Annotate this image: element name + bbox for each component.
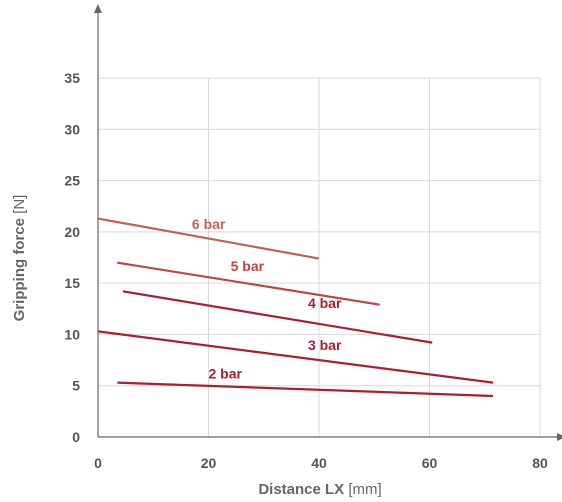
y-axis-unit: [N] [11, 195, 28, 214]
series-line-5-bar [117, 261, 380, 306]
series-label: 6 bar [192, 216, 226, 232]
series-line-6-bar [97, 217, 320, 260]
y-tick-label: 5 [72, 378, 80, 394]
x-tick-label: 0 [94, 455, 102, 471]
y-axis-title: Gripping force [N] [11, 195, 28, 322]
tick-labels: 0 5 10 15 20 25 30 35 0 20 40 60 80 [64, 70, 548, 471]
y-tick-label: 15 [64, 275, 80, 291]
y-tick-label: 20 [64, 224, 80, 240]
series-line-3-bar [97, 330, 494, 384]
x-tick-label: 80 [532, 455, 548, 471]
series-lines [97, 217, 494, 398]
x-tick-label: 40 [311, 455, 327, 471]
series-line-4-bar [122, 290, 433, 344]
y-tick-label: 0 [72, 429, 80, 445]
axes [94, 4, 562, 441]
x-axis-title: Distance LX [mm] [258, 481, 381, 498]
x-axis-label: Distance LX [258, 481, 344, 498]
x-tick-label: 20 [201, 455, 217, 471]
series-label: 3 bar [308, 337, 342, 353]
series-label: 5 bar [231, 258, 265, 274]
y-tick-label: 10 [64, 326, 80, 342]
series-line-2-bar [117, 381, 494, 398]
y-tick-label: 30 [64, 121, 80, 137]
x-tick-label: 60 [422, 455, 438, 471]
y-axis-label: Gripping force [11, 218, 28, 321]
x-axis-unit: [mm] [348, 481, 381, 498]
series-label: 4 bar [308, 295, 342, 311]
y-tick-label: 35 [64, 70, 80, 86]
series-label: 2 bar [209, 366, 243, 382]
y-tick-label: 25 [64, 173, 80, 189]
series-labels: 6 bar 5 bar 4 bar 3 bar 2 bar [192, 216, 342, 382]
